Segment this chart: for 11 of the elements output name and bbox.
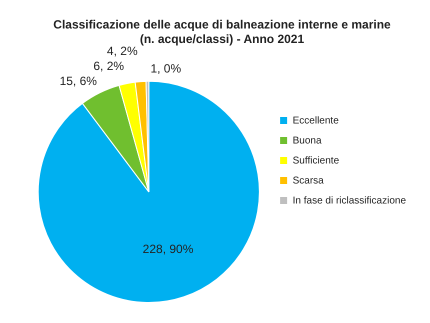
data-label: 4, 2% — [106, 44, 138, 58]
data-label: 228, 90% — [142, 242, 194, 256]
legend-label: Eccellente — [292, 115, 340, 126]
legend-label: Sufficiente — [292, 155, 340, 166]
legend-label: Buona — [292, 135, 322, 146]
data-label: 1, 0% — [150, 62, 182, 76]
legend-label: Scarsa — [292, 175, 324, 186]
data-label: 6, 2% — [93, 59, 124, 74]
chart-title: Classificazione delle acque di balneazione interne e marine (n. acque/classi) - Anno 2021 — [53, 18, 392, 46]
legend-label: In fase di riclassificazione — [292, 195, 406, 206]
data-label: 15, 6% — [60, 74, 98, 88]
